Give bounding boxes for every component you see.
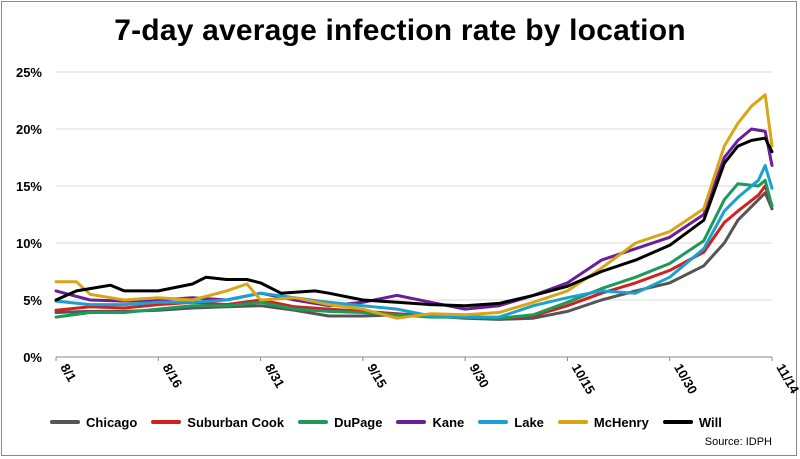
y-tick-label: 5% xyxy=(23,293,42,308)
y-tick-label: 10% xyxy=(16,236,42,251)
legend-swatch xyxy=(662,420,693,424)
series-line-will xyxy=(54,136,774,308)
legend-label: Chicago xyxy=(86,414,138,430)
legend-label: Suburban Cook xyxy=(187,414,285,430)
series-line-kane xyxy=(54,127,774,311)
legend-item-chicago: Chicago xyxy=(50,415,137,430)
x-tick-label: 8/16 xyxy=(160,361,186,390)
x-axis: 8/1 8/16 8/31 9/15 9/30 10/15 10/30 11/14 xyxy=(55,357,800,397)
legend-swatch xyxy=(50,420,80,424)
legend-label: McHenry xyxy=(593,414,649,430)
legend-item-will: Will xyxy=(662,414,722,430)
legend-label: Lake xyxy=(514,414,544,430)
legend-swatch xyxy=(396,420,427,424)
x-tick-label: 8/1 xyxy=(57,361,79,384)
chart-title: 7-day average infection rate by location xyxy=(114,14,686,47)
y-tick-label: 25% xyxy=(16,65,42,80)
series-line-lake xyxy=(54,164,774,319)
legend-item-lake: Lake xyxy=(478,415,544,430)
x-tick-label: 10/15 xyxy=(569,361,598,397)
legend-item-kane: Kane xyxy=(396,415,464,430)
legend: Chicago Suburban Cook DuPage Kane Lake McHenr… xyxy=(50,412,790,432)
x-tick-label: 11/14 xyxy=(773,361,800,397)
x-tick-label: 10/30 xyxy=(671,361,700,397)
legend-item-mchenry: McHenry xyxy=(557,414,649,430)
x-tick-label: 9/15 xyxy=(364,361,390,390)
legend-label: Kane xyxy=(432,414,465,430)
legend-item-suburban-cook: Suburban Cook xyxy=(151,415,284,430)
y-axis: 0% 5% 10% 15% 20% 25% xyxy=(16,65,42,365)
series-lines xyxy=(54,93,774,321)
legend-label: DuPage xyxy=(334,414,383,430)
y-tick-label: 15% xyxy=(16,179,42,194)
y-tick-label: 0% xyxy=(23,350,42,365)
legend-swatch xyxy=(478,420,509,424)
legend-swatch xyxy=(298,420,329,424)
x-tick-label: 9/30 xyxy=(467,361,493,390)
y-tick-label: 20% xyxy=(16,122,42,137)
legend-swatch xyxy=(151,420,182,424)
x-tick-label: 8/31 xyxy=(262,361,288,390)
legend-swatch xyxy=(557,420,588,424)
series-line-mchenry xyxy=(54,93,774,320)
legend-item-dupage: DuPage xyxy=(298,415,382,430)
legend-label: Will xyxy=(698,414,722,430)
source-note: Source: IDPH xyxy=(704,436,772,448)
